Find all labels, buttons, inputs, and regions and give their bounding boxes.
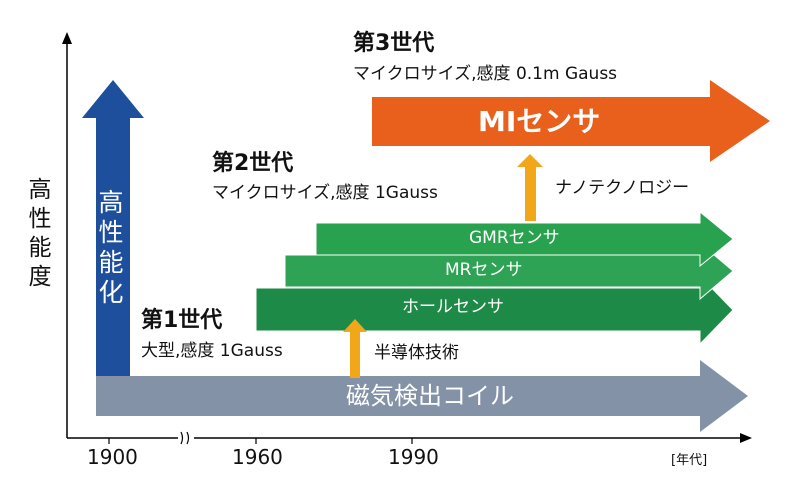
generation-2-desc: マイクロサイズ,感度 1Gauss xyxy=(212,183,438,203)
coil-arrow xyxy=(96,360,748,432)
generation-2-title: 第2世代 xyxy=(212,151,294,176)
y-axis-label: 高性能度 xyxy=(28,177,52,290)
mi-arrow xyxy=(372,80,770,162)
nanotech-label: ナノテクノロジー xyxy=(555,178,690,198)
mi-label: MIセンサ xyxy=(478,105,601,138)
mr-label: MRセンサ xyxy=(445,260,523,280)
x-tick-label-1900: 1900 xyxy=(87,445,138,469)
generation-1-title: 第1世代 xyxy=(141,308,223,333)
x-tick-label-1990: 1990 xyxy=(388,445,439,469)
x-tick-label-1960: 1960 xyxy=(232,445,283,469)
coil-label: 磁気検出コイル xyxy=(346,382,514,410)
gmr-arrow xyxy=(315,210,734,268)
gmr-label: GMRセンサ xyxy=(469,228,560,248)
axis-break-mark xyxy=(180,431,190,445)
high-performance-label: 高性能化 xyxy=(98,188,124,307)
x-axis-unit: [年代] xyxy=(671,453,708,468)
x-axis xyxy=(67,431,752,445)
generation-1-desc: 大型,感度 1Gauss xyxy=(141,341,283,361)
semiconductor-tech-arrow xyxy=(343,319,367,378)
semiconductor-tech-label: 半導体技術 xyxy=(374,343,459,363)
y-axis xyxy=(62,32,72,438)
hall-label: ホールセンサ xyxy=(402,297,504,317)
high-performance-arrow xyxy=(82,80,144,378)
nanotech-arrow xyxy=(517,154,543,221)
generation-3-desc: マイクロサイズ,感度 0.1m Gauss xyxy=(353,64,618,84)
generation-3-title: 第3世代 xyxy=(353,31,435,56)
